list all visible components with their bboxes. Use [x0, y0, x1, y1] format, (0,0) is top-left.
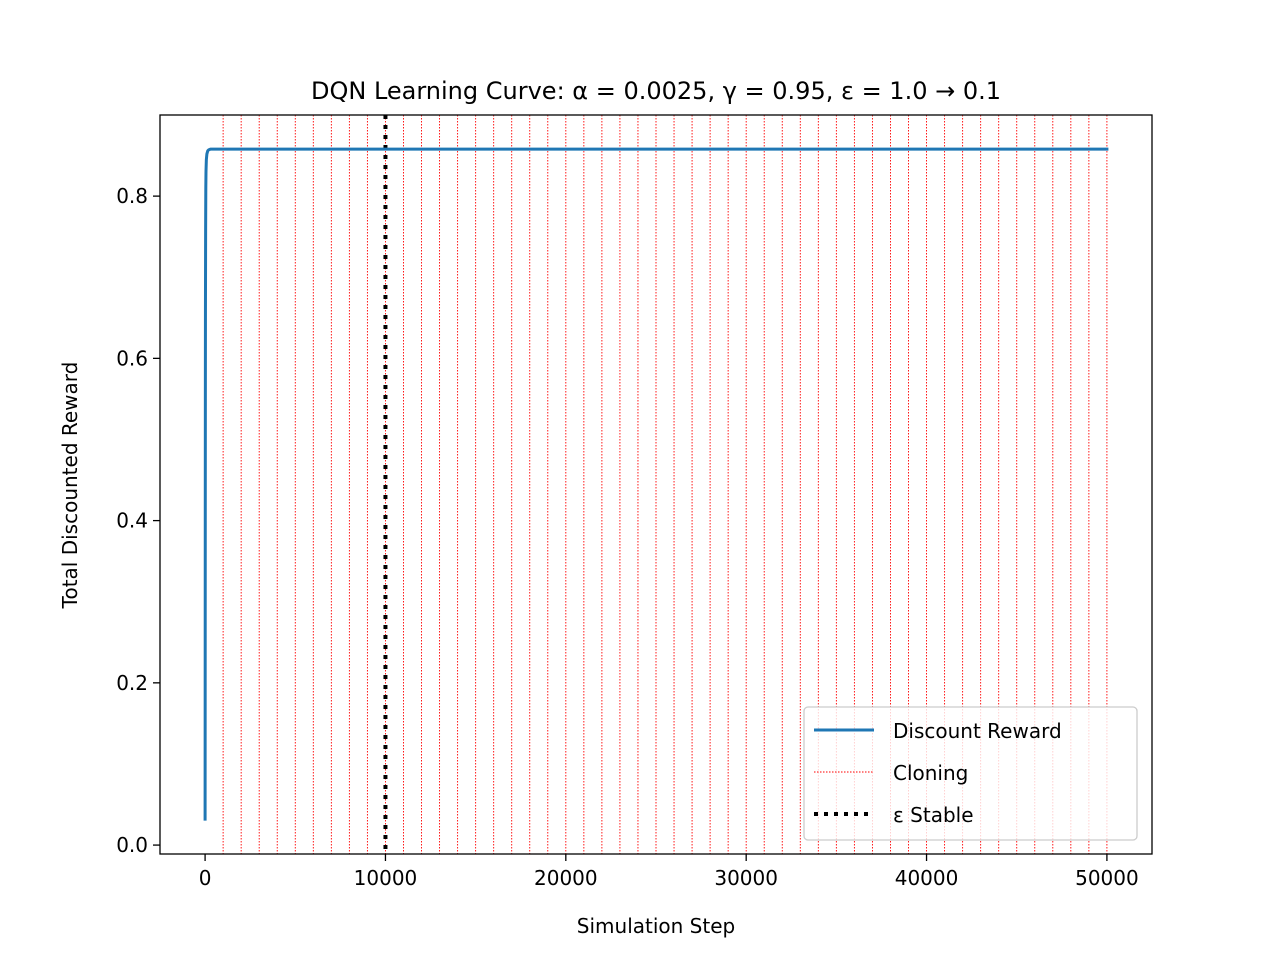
- series-line-discount-reward: [203, 147, 1109, 821]
- legend-label-cloning: Cloning: [893, 761, 968, 785]
- x-tick-label: 0: [199, 866, 212, 890]
- x-tick-label: 40000: [895, 866, 959, 890]
- y-tick-label: 0.6: [116, 346, 148, 370]
- legend-label-epsilon-stable: ε Stable: [893, 803, 974, 827]
- legend-label-discount-reward: Discount Reward: [893, 719, 1062, 743]
- y-tick-label: 0.4: [116, 509, 148, 533]
- chart-title: DQN Learning Curve: α = 0.0025, γ = 0.95…: [311, 77, 1001, 105]
- x-tick-label: 30000: [714, 866, 778, 890]
- y-tick-label: 0.2: [116, 671, 148, 695]
- x-axis: 0 10000 20000 30000 40000 50000: [199, 854, 1139, 890]
- y-tick-label: 0.8: [116, 184, 148, 208]
- x-tick-label: 50000: [1075, 866, 1139, 890]
- x-axis-label: Simulation Step: [577, 914, 735, 938]
- y-tick-label: 0.0: [116, 833, 148, 857]
- x-tick-label: 20000: [534, 866, 598, 890]
- legend: Discount Reward Cloning ε Stable: [803, 706, 1138, 841]
- x-tick-label: 10000: [354, 866, 418, 890]
- plot-frame: [159, 114, 1153, 855]
- legend-box: [803, 706, 1138, 841]
- y-axis-label: Total Discounted Reward: [58, 362, 82, 610]
- y-axis: 0.0 0.2 0.4 0.6 0.8: [116, 184, 160, 857]
